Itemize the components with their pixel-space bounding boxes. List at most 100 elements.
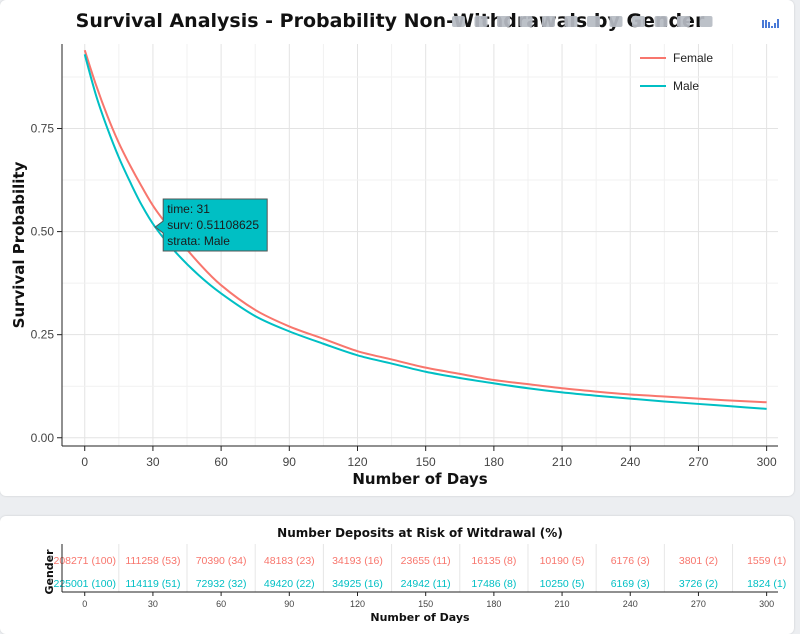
lasso-icon[interactable]	[542, 16, 555, 27]
zoom-in-icon[interactable]	[564, 16, 578, 27]
x-tick-label: 270	[688, 455, 708, 469]
legend-label-female[interactable]: Female	[673, 51, 713, 65]
zoom-icon-shape	[474, 16, 488, 27]
risk-x-tick-label: 60	[216, 599, 226, 609]
hover-closest-icon[interactable]	[677, 16, 690, 27]
y-tick-labels: 0.00 0.25 0.50 0.75	[31, 122, 62, 445]
risk-cell-female: 34193 (16)	[332, 555, 383, 567]
tooltip-line: time: 31	[167, 202, 210, 216]
risk-x-tick-label: 120	[350, 599, 365, 609]
risk-cell-female: 48183 (23)	[264, 555, 315, 567]
risk-cell-male: 72932 (32)	[196, 578, 247, 590]
risk-cell-male: 34925 (16)	[332, 578, 383, 590]
x-tick-label: 30	[146, 455, 160, 469]
risk-x-tick-label: 180	[486, 599, 501, 609]
pan-icon[interactable]	[497, 16, 510, 27]
curve-female[interactable]	[83, 49, 767, 404]
risk-x-tick-label: 270	[691, 599, 706, 609]
modebar	[452, 16, 779, 28]
x-tick-label: 210	[552, 455, 572, 469]
x-axis-title: Number of Days	[352, 470, 487, 488]
hover-compare-icon-shape	[699, 16, 713, 27]
survival-plot-panel: 0 30 60 90 120 150 180 210 240 270 300 0.00 0.25 0.5…	[0, 0, 794, 496]
risk-cell-female: 3801 (2)	[679, 555, 718, 567]
autoscale-icon-shape	[609, 16, 623, 27]
risk-cell-male: 6169 (3)	[611, 578, 650, 590]
risk-cell-male: 24942 (11)	[401, 578, 451, 590]
tooltip-line: strata: Male	[167, 234, 230, 248]
risk-cell-female: 23655 (11)	[401, 555, 451, 567]
risk-table-grid	[118, 544, 734, 592]
x-tick-label: 90	[283, 455, 297, 469]
risk-cell-female: 208271 (100)	[53, 555, 115, 567]
risk-cell-male: 17486 (8)	[471, 578, 516, 590]
pan-icon-shape	[497, 16, 510, 27]
plotly-logo-bar	[762, 20, 764, 28]
survival-curves[interactable]	[83, 49, 767, 410]
zoom-in-icon-shape	[564, 16, 578, 27]
y-tick-label: 0.00	[31, 431, 55, 445]
risk-table-gender-label: Gender	[43, 549, 56, 595]
box-select-icon-shape	[519, 16, 533, 27]
zoom-icon[interactable]	[474, 16, 488, 27]
risk-cell-female: 70390 (34)	[196, 555, 247, 567]
y-tick-label: 0.75	[31, 122, 55, 136]
risk-table-rows: 208271 (100) 111258 (53) 70390 (34) 48183 (…	[53, 555, 786, 590]
axes	[61, 44, 778, 447]
x-tick-label: 180	[484, 455, 504, 469]
reset-axes-icon[interactable]	[632, 16, 645, 27]
spike-lines-icon[interactable]	[654, 16, 668, 27]
plotly-logo-bar	[774, 23, 776, 28]
box-select-icon[interactable]	[519, 16, 533, 27]
hover-closest-icon-shape	[677, 16, 690, 27]
risk-x-axis-title: Number of Days	[370, 611, 470, 624]
risk-cell-male: 10250 (5)	[540, 578, 585, 590]
zoom-out-icon[interactable]	[587, 16, 600, 27]
risk-x-tick-label: 240	[623, 599, 638, 609]
risk-cell-female: 111258 (53)	[125, 555, 180, 567]
x-tick-labels: 0 30 60 90 120 150 180 210 240 270 300	[81, 446, 777, 469]
risk-cell-male: 114119 (51)	[125, 578, 180, 590]
risk-x-tick-label: 30	[148, 599, 158, 609]
x-tick-label: 60	[214, 455, 228, 469]
x-tick-label: 240	[620, 455, 640, 469]
risk-x-tick-label: 90	[284, 599, 294, 609]
camera-icon[interactable]	[452, 16, 465, 27]
plotly-logo-bar	[768, 22, 770, 28]
risk-cell-male: 3726 (2)	[679, 578, 718, 590]
grid-lines	[62, 44, 778, 446]
zoom-out-icon-shape	[587, 16, 600, 27]
risk-cell-male: 1824 (1)	[747, 578, 786, 590]
survival-plot[interactable]: 0 30 60 90 120 150 180 210 240 270 300 0.00 0.25 0.5…	[0, 0, 794, 496]
plotly-logo-icon[interactable]	[762, 19, 779, 28]
reset-axes-icon-shape	[632, 16, 645, 27]
lasso-icon-shape	[542, 16, 555, 27]
spike-lines-icon-shape	[654, 16, 668, 27]
x-tick-label: 0	[81, 455, 88, 469]
risk-x-tick-label: 210	[555, 599, 570, 609]
risk-table-title: Number Deposits at Risk of Witdrawal (%)	[277, 526, 563, 540]
y-axis-title: Survival Probability	[10, 161, 28, 328]
risk-table-panel: Number Deposits at Risk of Witdrawal (%)…	[0, 516, 794, 634]
risk-cell-male: 225001 (100)	[53, 578, 115, 590]
risk-cell-female: 6176 (3)	[611, 555, 650, 567]
legend-label-male[interactable]: Male	[673, 79, 699, 93]
plotly-logo-bar	[777, 19, 779, 28]
risk-x-tick-label: 300	[759, 599, 774, 609]
tooltip-box	[154, 198, 268, 252]
plotly-logo-bar	[771, 26, 773, 28]
risk-x-tick-label: 0	[82, 599, 87, 609]
x-tick-label: 120	[347, 455, 367, 469]
risk-cell-female: 10190 (5)	[540, 555, 585, 567]
y-tick-label: 0.25	[31, 328, 55, 342]
hover-compare-icon[interactable]	[699, 16, 713, 27]
autoscale-icon[interactable]	[609, 16, 623, 27]
hover-tooltip: time: 31 surv: 0.51108625 strata: Male	[154, 198, 268, 252]
risk-x-tick-labels: 0 30 60 90 120 150 180 210 240 270 300	[82, 592, 774, 609]
risk-cell-female: 1559 (1)	[747, 555, 786, 567]
risk-cell-male: 49420 (22)	[264, 578, 315, 590]
legend[interactable]: Female Male	[640, 51, 713, 93]
x-tick-label: 150	[416, 455, 436, 469]
plotly-logo-bar	[765, 20, 767, 28]
curve-male[interactable]	[83, 54, 767, 410]
